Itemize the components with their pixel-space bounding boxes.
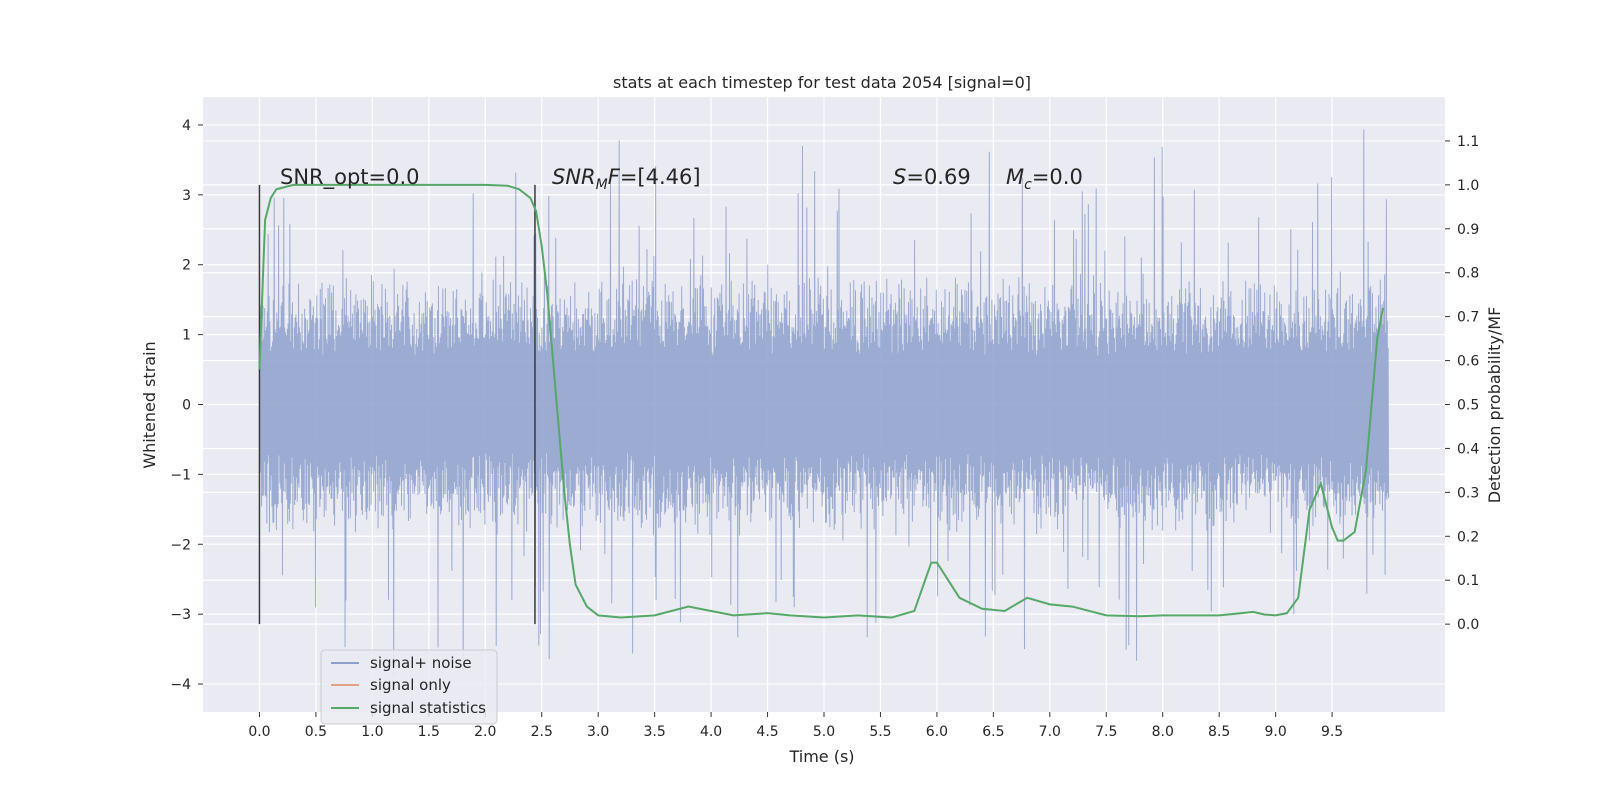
x-tick-label: 4.5: [756, 724, 778, 740]
y-axis-left-label: Whitened strain: [140, 341, 159, 468]
series-signal-noise: [258, 129, 1390, 677]
x-tick-label: 1.0: [361, 724, 383, 740]
x-tick-label: 7.5: [1095, 724, 1117, 740]
y-left-tick-label: 2: [182, 258, 191, 274]
x-tick-label: 9.0: [1265, 724, 1287, 740]
chart-title: stats at each timestep for test data 205…: [613, 73, 1031, 92]
legend-box: [320, 649, 498, 725]
snr-mf-value: =[4.46]: [620, 165, 701, 189]
y-right-tick-label: 0.0: [1457, 617, 1479, 633]
s-value: =0.69: [906, 165, 970, 189]
mc-annotation: Mc=0.0: [1006, 165, 1083, 193]
y-right-tick-label: 1.0: [1457, 178, 1479, 194]
x-axis-ticks: 0.0 0.5 1.0 1.5 2.0 2.5 3.0 3.5 4.0 4.5 5.0 5.5 6.0 6…: [248, 712, 1343, 740]
x-tick-label: 2.0: [474, 724, 496, 740]
y-right-tick-label: 1.1: [1457, 134, 1479, 150]
y-axis-left-ticks: 4 3 2 1 0 −1 −2 −3 −4: [170, 118, 203, 693]
legend: signal+ noise signal only signal statist…: [320, 649, 498, 725]
y-right-tick-label: 0.7: [1457, 310, 1479, 326]
y-right-tick-label: 0.6: [1457, 354, 1479, 370]
x-tick-label: 5.5: [869, 724, 891, 740]
y-left-tick-label: −4: [170, 677, 191, 693]
x-tick-label: 7.0: [1039, 724, 1061, 740]
x-tick-label: 9.5: [1321, 724, 1343, 740]
y-right-tick-label: 0.2: [1457, 529, 1479, 545]
legend-label-signal-statistics: signal statistics: [370, 699, 486, 717]
y-left-tick-label: 0: [182, 398, 191, 414]
mc-value: =0.0: [1032, 165, 1083, 189]
x-tick-label: 6.5: [982, 724, 1004, 740]
s-annotation: S=0.69: [893, 165, 971, 189]
x-tick-label: 6.0: [926, 724, 948, 740]
x-tick-label: 2.5: [531, 724, 553, 740]
x-tick-label: 8.5: [1208, 724, 1230, 740]
y-left-tick-label: 3: [182, 188, 191, 204]
y-right-tick-label: 0.3: [1457, 485, 1479, 501]
x-tick-label: 3.5: [644, 724, 666, 740]
y-axis-right-label: Detection probability/MF: [1485, 307, 1504, 504]
vertical-markers: [258, 184, 536, 625]
x-tick-label: 1.5: [418, 724, 440, 740]
x-tick-label: 0.5: [305, 724, 327, 740]
y-right-tick-label: 0.1: [1457, 573, 1479, 589]
x-tick-label: 4.0: [700, 724, 722, 740]
y-right-tick-label: 0.8: [1457, 266, 1479, 282]
y-right-tick-label: 0.9: [1457, 222, 1479, 238]
legend-label-signal-noise: signal+ noise: [370, 654, 472, 672]
y-right-tick-label: 0.5: [1457, 398, 1479, 414]
y-left-tick-label: −1: [170, 467, 191, 483]
signal-noise-trace: [258, 129, 1390, 677]
series-signal-statistics: [258, 183, 1384, 619]
x-tick-label: 8.0: [1152, 724, 1174, 740]
y-left-tick-label: −3: [170, 607, 191, 623]
y-left-tick-label: 4: [182, 118, 191, 134]
y-left-tick-label: 1: [182, 328, 191, 344]
y-axis-right-ticks: 1.1 1.0 0.9 0.8 0.7 0.6 0.5 0.4 0.3 0.2 0.1 0.0: [1445, 134, 1479, 633]
y-left-tick-label: −2: [170, 537, 191, 553]
x-tick-label: 0.0: [248, 724, 270, 740]
legend-label-signal-only: signal only: [370, 676, 451, 694]
snr-mf-annotation: SNRMF=[4.46]: [552, 165, 701, 193]
y-right-tick-label: 0.4: [1457, 441, 1479, 457]
snr-opt-annotation: SNR_opt=0.0: [280, 165, 420, 190]
x-axis-label: Time (s): [788, 747, 854, 766]
x-tick-label: 5.0: [813, 724, 835, 740]
x-tick-label: 3.0: [587, 724, 609, 740]
